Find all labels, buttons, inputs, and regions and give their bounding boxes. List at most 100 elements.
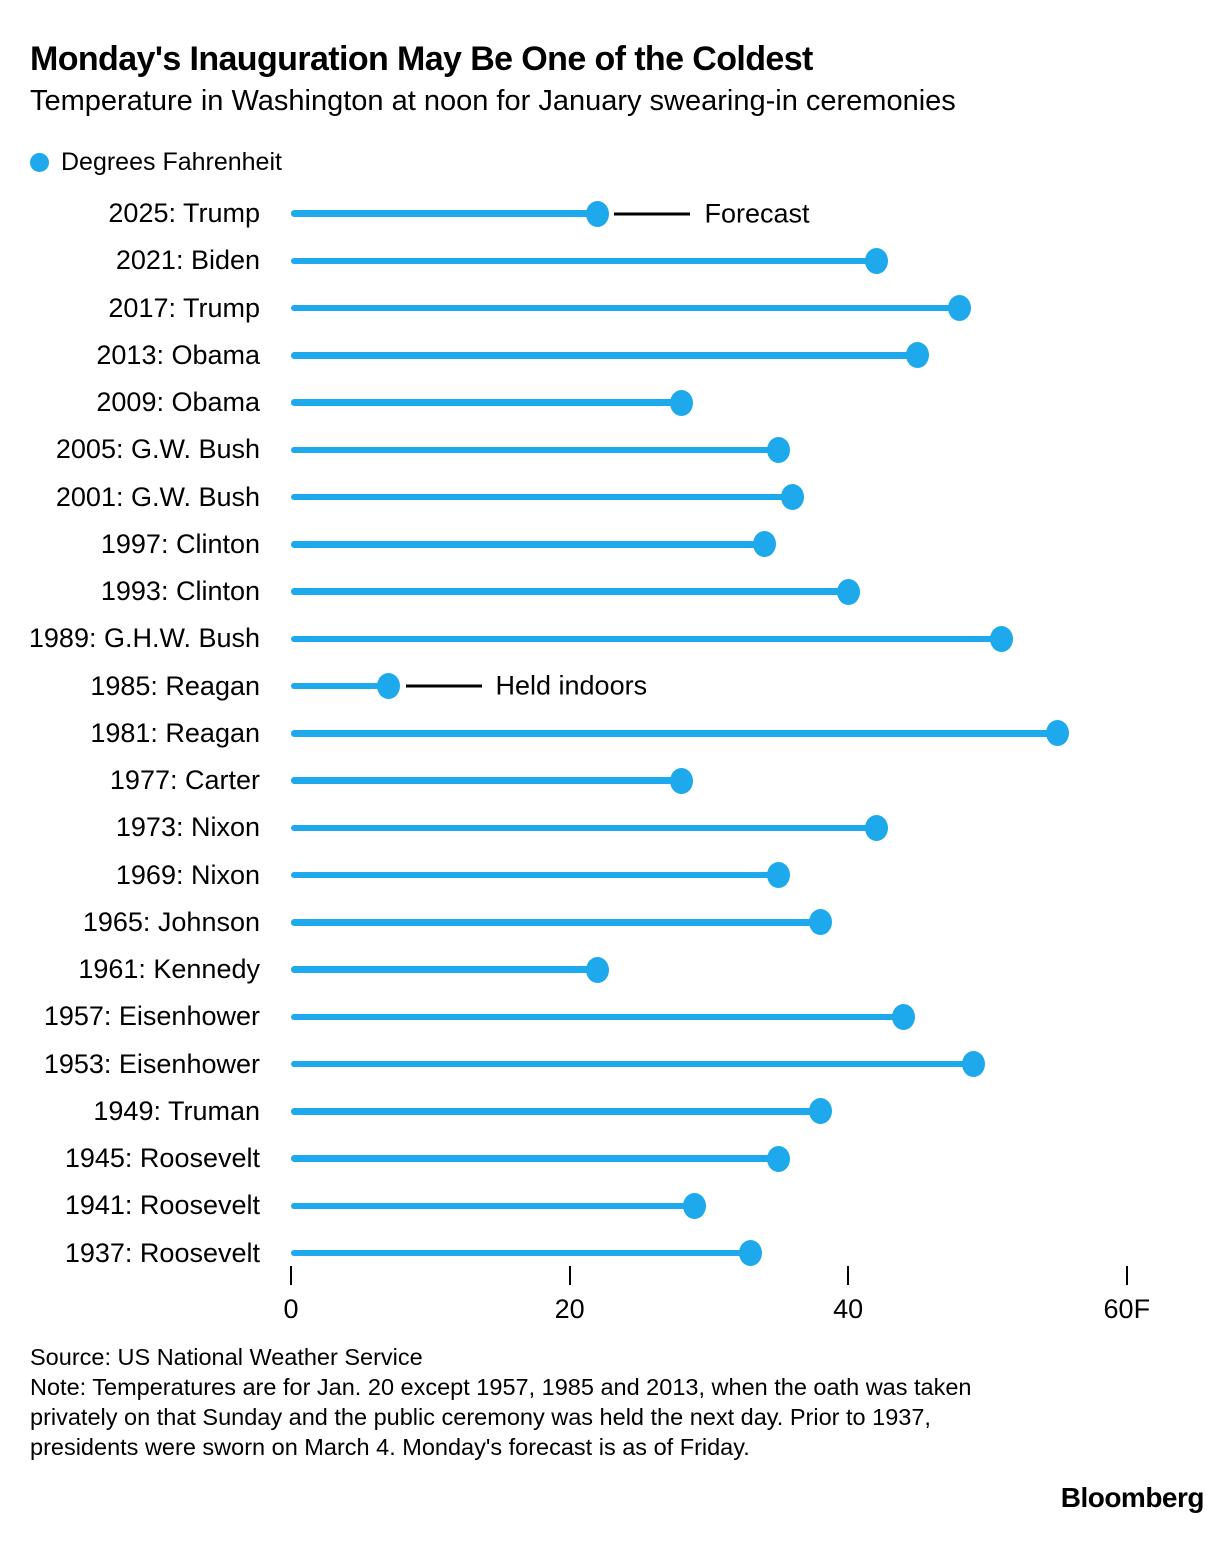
chart-row: 1949: Truman — [0, 1088, 1232, 1135]
row-plot — [291, 237, 1232, 284]
chart-row: 1973: Nixon — [0, 804, 1232, 851]
source-text: Source: US National Weather Service — [30, 1344, 423, 1370]
axis-tick-label: 40 — [833, 1294, 864, 1324]
row-label: 1957: Eisenhower — [43, 1001, 260, 1032]
chart-row: 1945: Roosevelt — [0, 1135, 1232, 1182]
row-plot — [291, 710, 1232, 757]
lollipop-stem — [291, 966, 598, 973]
legend-label: Degrees Fahrenheit — [61, 148, 282, 176]
lollipop-stem — [291, 1108, 821, 1115]
lollipop-stem — [291, 399, 682, 406]
annotation-connector-line — [405, 684, 482, 688]
row-plot — [291, 379, 1232, 426]
row-label: 2013: Obama — [96, 339, 260, 370]
chart-rows: 2025: Trump Forecast 2021: Biden 2017: Trum… — [0, 190, 1232, 1277]
row-label: 1937: Roosevelt — [64, 1237, 260, 1268]
bloomberg-logo: Bloomberg — [1060, 1482, 1205, 1513]
row-label: 1965: Johnson — [82, 906, 260, 937]
row-plot — [291, 757, 1232, 804]
chart-row: 1961: Kennedy — [0, 946, 1232, 993]
chart-row: 1985: Reagan Held indoors — [0, 663, 1232, 710]
annotation: Held indoors — [405, 670, 648, 702]
row-label: 2001: G.W. Bush — [55, 481, 260, 512]
row-label: 1989: G.H.W. Bush — [28, 623, 260, 654]
row-label: 1945: Roosevelt — [64, 1143, 260, 1174]
lollipop-dot — [1045, 720, 1069, 747]
lollipop-dot — [864, 247, 888, 274]
lollipop-dot — [377, 673, 400, 700]
legend-dot-icon — [30, 153, 49, 172]
axis-tick — [568, 1266, 571, 1285]
row-plot — [291, 1230, 1232, 1277]
row-label: 2005: G.W. Bush — [55, 434, 260, 465]
lollipop-stem — [291, 210, 598, 217]
chart-row: 2025: Trump Forecast — [0, 190, 1232, 237]
axis-tick — [290, 1266, 292, 1285]
chart-row: 1981: Reagan — [0, 710, 1232, 757]
lollipop-dot — [962, 1051, 986, 1078]
row-label: 1981: Reagan — [90, 717, 260, 748]
lollipop-stem — [291, 1202, 695, 1210]
chart-row: 1969: Nixon — [0, 852, 1232, 899]
chart-row: 2009: Obama — [0, 379, 1232, 426]
lollipop-dot — [767, 862, 791, 889]
row-plot — [291, 1182, 1232, 1229]
lollipop-dot — [892, 1003, 916, 1030]
lollipop-dot — [808, 909, 832, 936]
row-plot — [291, 474, 1232, 521]
annotation-connector-line — [614, 212, 691, 216]
lollipop-dot — [767, 1145, 791, 1172]
chart-row: 2001: G.W. Bush — [0, 474, 1232, 521]
lollipop-stem — [291, 1013, 904, 1021]
chart-row: 1937: Roosevelt — [0, 1230, 1232, 1277]
note-text: Note: Temperatures are for Jan. 20 excep… — [30, 1374, 972, 1460]
row-plot — [291, 899, 1232, 946]
row-label: 2009: Obama — [96, 387, 260, 418]
chart-row: 1989: G.H.W. Bush — [0, 615, 1232, 662]
chart-row: 2005: G.W. Bush — [0, 426, 1232, 473]
lollipop-dot — [808, 1098, 832, 1125]
axis-tick-label: 60F — [1103, 1294, 1151, 1324]
lollipop-stem — [291, 730, 1058, 737]
lollipop-stem — [291, 1155, 779, 1162]
row-label: 1953: Eisenhower — [43, 1048, 260, 1079]
row-plot — [291, 426, 1232, 473]
row-label: 1973: Nixon — [115, 812, 260, 843]
row-label: 2025: Trump — [108, 198, 260, 229]
chart-row: 1997: Clinton — [0, 521, 1232, 568]
lollipop-stem — [291, 871, 779, 879]
lollipop-stem — [291, 777, 682, 784]
row-plot — [291, 1041, 1232, 1088]
lollipop-dot — [864, 814, 888, 841]
lollipop-dot — [906, 342, 930, 369]
row-plot — [291, 615, 1232, 662]
row-plot — [291, 804, 1232, 851]
row-plot — [291, 1135, 1232, 1182]
row-label: 1941: Roosevelt — [64, 1190, 260, 1221]
lollipop-stem — [291, 257, 877, 265]
lollipop-stem — [291, 635, 1002, 643]
annotation-text: Held indoors — [495, 670, 648, 701]
row-plot — [291, 1088, 1232, 1135]
lollipop-dot — [669, 389, 693, 416]
row-label: 1997: Clinton — [100, 528, 260, 559]
lollipop-stem — [291, 352, 918, 359]
lollipop-stem — [291, 919, 821, 926]
page-title: Monday's Inauguration May Be One of the … — [30, 40, 813, 78]
row-label: 1949: Truman — [93, 1095, 260, 1126]
chart-row: 2021: Biden — [0, 237, 1232, 284]
chart-row: 2017: Trump — [0, 285, 1232, 332]
chart-row: 2013: Obama — [0, 332, 1232, 379]
row-plot — [291, 521, 1232, 568]
lollipop-stem — [291, 1249, 751, 1257]
row-label: 2021: Biden — [115, 245, 260, 276]
row-label: 1985: Reagan — [90, 670, 260, 701]
lollipop-stem — [291, 304, 960, 312]
row-plot: Forecast — [291, 190, 1232, 237]
row-label: 1969: Nixon — [115, 859, 260, 890]
chart-row: 1993: Clinton — [0, 568, 1232, 615]
lollipop-stem — [291, 588, 849, 595]
page-subtitle: Temperature in Washington at noon for Ja… — [30, 85, 956, 117]
lollipop-dot — [948, 295, 972, 322]
